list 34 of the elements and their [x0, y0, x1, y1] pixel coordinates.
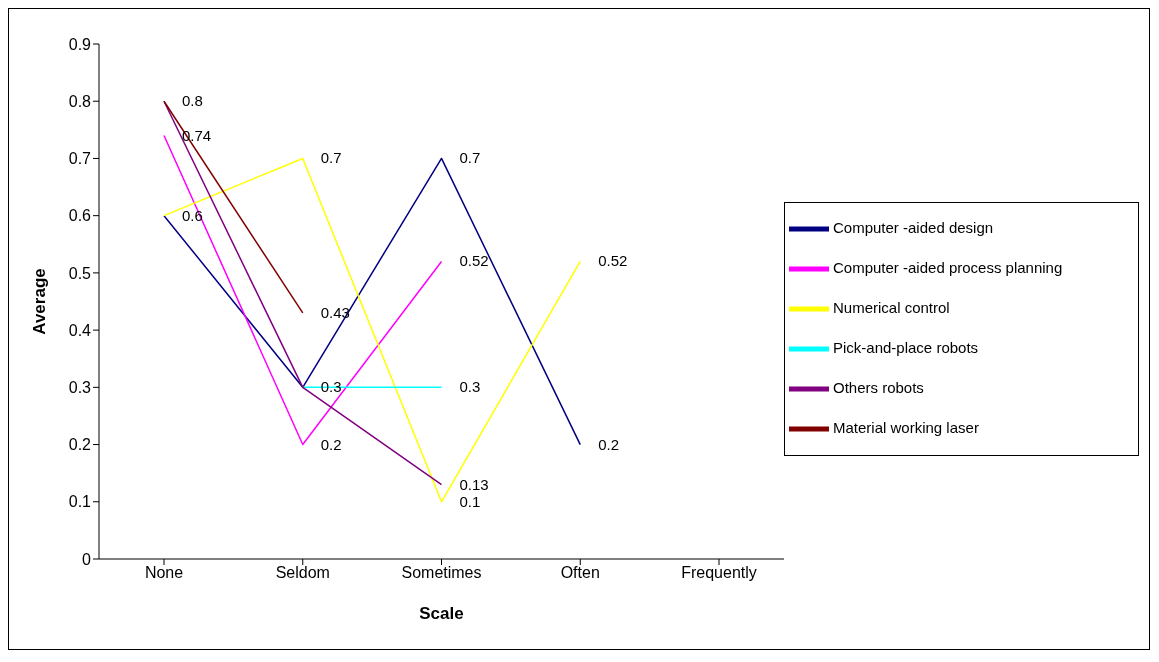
y-tick-label: 0.7: [68, 150, 92, 168]
data-label: 0.52: [459, 252, 489, 270]
x-tick-label: Sometimes: [401, 564, 482, 582]
data-label: 0.52: [598, 252, 628, 270]
y-tick-label: 0: [82, 550, 92, 568]
legend-label: Computer -aided design: [833, 218, 994, 236]
x-tick-label: Seldom: [275, 564, 330, 582]
legend-label: Numerical control: [833, 298, 950, 316]
y-axis-title: Average: [30, 268, 50, 335]
legend-label: Pick-and-place robots: [833, 338, 979, 356]
data-label: 0.13: [459, 475, 489, 493]
data-label: 0.7: [459, 149, 481, 167]
data-label: 0.8: [182, 92, 203, 110]
y-tick-label: 0.8: [68, 92, 92, 110]
data-label: 0.1: [459, 492, 481, 510]
x-tick-label: Often: [560, 564, 600, 582]
x-tick-label: None: [144, 564, 184, 582]
data-label: 0.2: [320, 435, 342, 453]
legend-label: Others robots: [833, 378, 924, 396]
legend-label: Material working laser: [833, 418, 979, 436]
data-label: 0.2: [598, 435, 620, 453]
y-tick-label: 0.9: [68, 35, 92, 53]
x-axis-title: Scale: [419, 604, 464, 623]
legend-label: Computer -aided process planning: [833, 258, 1063, 276]
y-tick-label: 0.3: [68, 379, 92, 397]
y-tick-label: 0.4: [68, 321, 92, 339]
y-tick-label: 0.1: [68, 493, 92, 511]
y-tick-label: 0.5: [68, 264, 92, 282]
y-tick-label: 0.2: [68, 436, 92, 454]
data-label: 0.7: [320, 149, 342, 167]
data-label: 0.43: [320, 303, 350, 321]
y-tick-label: 0.6: [68, 207, 92, 225]
data-label: 0.3: [459, 378, 481, 396]
x-tick-label: Frequently: [681, 564, 757, 582]
